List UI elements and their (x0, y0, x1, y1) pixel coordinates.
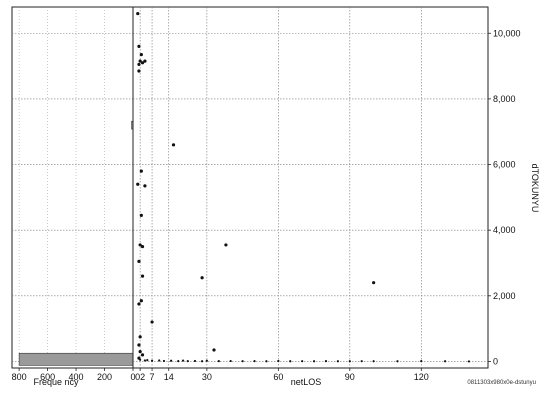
scatter-point (146, 359, 149, 362)
histogram-frame (11, 6, 134, 369)
scatter-point (137, 343, 141, 347)
scatter-point (158, 359, 161, 362)
scatter-y-tick-label: 2,000 (493, 291, 516, 301)
histogram-x-tick-label: 600 (40, 372, 55, 382)
scatter-point (140, 61, 145, 65)
scatter-point (289, 360, 292, 363)
scatter-point (324, 360, 328, 363)
scatter-point (224, 243, 228, 247)
scatter-panel: 02 7 14 30 60 90 120 0 2,000 4,000 6,000 8,000 10,00… (132, 6, 521, 382)
scatter-point (217, 360, 220, 363)
scatter-point (150, 320, 154, 324)
scatter-x-axis-title: netLOS (291, 377, 322, 387)
scatter-point (136, 182, 140, 186)
scatter-x-tick-label: 120 (414, 372, 429, 382)
scatter-point (162, 359, 166, 363)
scatter-y-axis-title: dTOKUNYU (530, 164, 539, 213)
scatter-point (241, 360, 244, 363)
scatter-y-tick-label: 8,000 (493, 94, 516, 104)
scatter-point (312, 360, 316, 363)
scatter-point (139, 169, 143, 173)
scatter-point (253, 360, 256, 363)
histogram-x-tick-label: 0 (130, 372, 135, 382)
scatter-point (139, 299, 143, 303)
scatter-point (171, 143, 176, 147)
scatter-x-tick-label: 60 (273, 372, 283, 382)
scatter-point (139, 52, 143, 57)
scatter-point (301, 360, 304, 363)
scatter-point (372, 360, 375, 363)
scatter-point (143, 359, 147, 362)
scatter-point (139, 213, 143, 217)
scatter-point (444, 360, 447, 363)
scatter-point (212, 348, 216, 352)
scatter-x-tick-label: 30 (202, 372, 212, 382)
scatter-point (140, 244, 145, 249)
scatter-x-tick-label: 14 (164, 372, 174, 382)
scatter-point (193, 359, 197, 363)
scatter-y-tick-label: 4,000 (493, 225, 516, 235)
scatter-point (200, 276, 204, 280)
scatter-point (136, 11, 140, 16)
scatter-point (348, 360, 351, 363)
scatter-point (186, 360, 189, 363)
scatter-x-tick-label: 02 (135, 372, 145, 382)
scatter-point (336, 360, 339, 363)
scatter-point (420, 360, 423, 363)
histogram-x-tick-label: 400 (69, 372, 84, 382)
scatter-frame (132, 6, 489, 369)
scatter-point (277, 359, 280, 363)
scatter-point (360, 360, 363, 363)
scatter-point (170, 359, 173, 362)
histogram-x-tick-label: 200 (97, 372, 112, 382)
scatter-point (137, 62, 141, 67)
scatter-point (139, 358, 142, 361)
scatter-point (137, 44, 141, 48)
scatter-point (137, 259, 141, 263)
scatter-y-tick-label: 10,000 (493, 28, 521, 38)
scatter-point (138, 335, 142, 339)
scatter-x-tick-label: 90 (345, 372, 355, 382)
scatter-point (372, 281, 376, 285)
scatter-point (177, 360, 180, 363)
scatter-point (138, 59, 142, 63)
scatter-point (138, 243, 142, 247)
scatter-point (205, 359, 208, 362)
scatter-point (229, 359, 232, 363)
scatter-point (396, 360, 399, 363)
scatter-point (467, 360, 471, 363)
marginal-histogram-panel: 800 600 400 200 0 (11, 6, 136, 382)
scatter-x-tick-label: 7 (150, 372, 155, 382)
scatter-y-tick-label: 0 (493, 356, 498, 366)
scatter-point (150, 359, 154, 362)
scatter-point (137, 69, 141, 73)
scatter-point (137, 302, 141, 306)
scatter-point (181, 359, 185, 362)
scatter-point (143, 184, 147, 188)
histogram-x-axis-title: Freque ncy (33, 377, 79, 387)
scatter-y-tick-label: 6,000 (493, 160, 516, 170)
histogram-bar (18, 352, 134, 366)
scatter-point (138, 349, 142, 354)
scatter-point (200, 360, 204, 363)
scatter-point (265, 360, 268, 363)
figure-caption: 0811303x980x0e-dstunyu (467, 380, 536, 386)
histogram-x-tick-label: 800 (12, 372, 27, 382)
scatter-point (140, 353, 145, 357)
scatter-point (140, 274, 145, 278)
scatter-point (143, 59, 147, 63)
